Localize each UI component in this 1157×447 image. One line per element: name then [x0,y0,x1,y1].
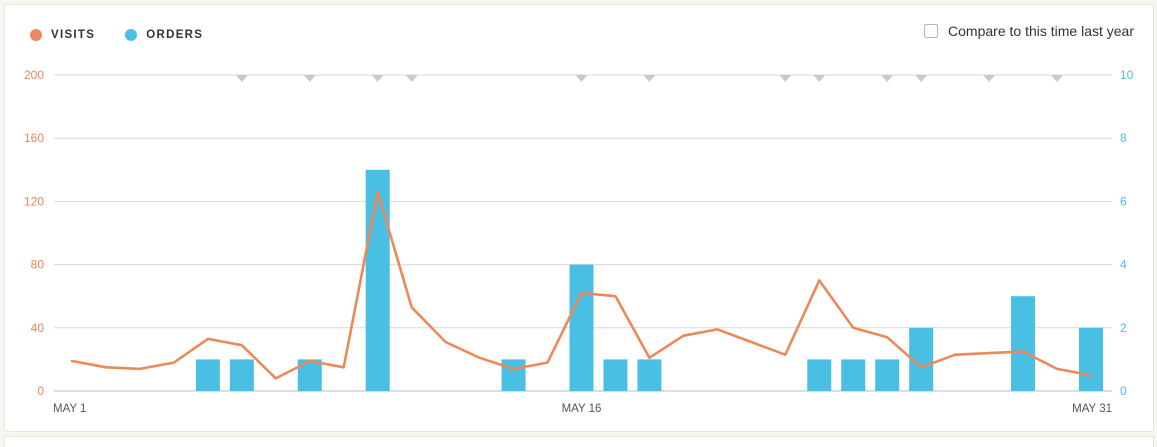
x-tick-label: MAY 1 [53,403,86,415]
y-right-tick-label: 10 [1120,68,1134,82]
y-axis-right: 0 2 4 6 8 10 [1120,68,1134,398]
y-right-tick-label: 8 [1120,131,1127,145]
legend-item-visits[interactable]: VISITS [30,29,95,41]
event-marker-icon[interactable] [643,75,656,82]
compare-last-year-toggle[interactable]: Compare to this time last year [924,23,1134,39]
y-left-tick-label: 120 [24,194,44,208]
compare-label: Compare to this time last year [948,23,1134,39]
event-marker-icon[interactable] [405,75,418,82]
legend-label-visits: VISITS [51,29,96,41]
event-marker-icon[interactable] [575,75,588,82]
orders-bars [195,169,1103,391]
y-right-tick-label: 2 [1120,321,1127,335]
compare-checkbox[interactable] [924,24,939,38]
event-marker-icon[interactable] [235,75,248,82]
visits-series-line[interactable] [70,190,1093,380]
legend-label-orders: ORDERS [146,29,204,41]
event-marker-icon[interactable] [881,75,894,82]
orders-bar[interactable] [1011,296,1036,391]
visits-line [70,190,1093,380]
orders-bar[interactable] [841,359,866,391]
orders-bar[interactable] [637,359,662,391]
orders-bar[interactable] [1079,327,1103,391]
y-left-tick-label: 0 [37,384,44,398]
next-card-edge [4,436,1154,447]
x-tick-label: MAY 16 [562,403,602,415]
y-axis-left: 0 40 80 120 160 200 [24,68,44,398]
orders-bar[interactable] [603,359,628,391]
event-marker-icon[interactable] [983,75,996,82]
orders-dot-icon [125,29,138,41]
y-right-tick-label: 4 [1120,258,1127,272]
visits-dot-icon [30,29,42,41]
event-markers [235,75,1064,82]
x-axis: MAY 1 MAY 16 MAY 31 [53,403,1112,415]
orders-bar[interactable] [569,264,594,391]
event-marker-icon[interactable] [779,75,792,82]
y-left-tick-label: 80 [31,258,45,272]
event-marker-icon[interactable] [813,75,826,82]
orders-bar[interactable] [365,169,390,391]
orders-bar[interactable] [501,359,526,391]
orders-bar[interactable] [875,359,900,391]
y-left-tick-label: 40 [31,321,45,335]
orders-bar[interactable] [195,359,220,391]
y-right-tick-label: 6 [1120,194,1127,208]
event-marker-icon[interactable] [915,75,928,82]
orders-bar[interactable] [807,359,832,391]
legend-item-orders[interactable]: ORDERS [125,29,203,41]
y-right-tick-label: 0 [1120,384,1127,398]
event-marker-icon[interactable] [1051,75,1064,82]
event-marker-icon[interactable] [303,75,316,82]
event-marker-icon[interactable] [371,75,384,82]
y-left-tick-label: 160 [24,131,44,145]
y-left-tick-label: 200 [24,68,44,82]
x-tick-label: MAY 31 [1072,403,1112,415]
orders-bar[interactable] [229,359,254,391]
chart-legend: VISITS ORDERS [30,29,233,41]
